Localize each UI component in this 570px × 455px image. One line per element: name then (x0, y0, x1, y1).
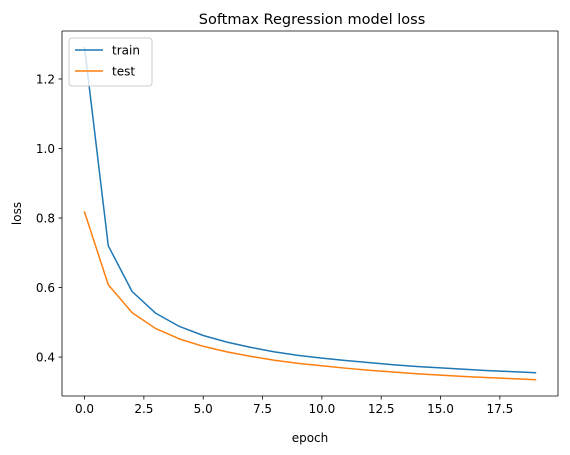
y-tick-label: 1.0 (36, 142, 55, 156)
legend-label-train: train (112, 43, 140, 57)
x-tick-label: 15.0 (427, 402, 454, 416)
legend-label-test: test (112, 64, 135, 78)
plot-background (62, 31, 558, 396)
y-tick-label: 1.2 (36, 72, 55, 86)
x-tick-label: 7.5 (253, 402, 272, 416)
x-axis-title: epoch (292, 431, 329, 445)
x-tick-label: 10.0 (309, 402, 336, 416)
x-tick-label: 17.5 (486, 402, 513, 416)
y-tick-label: 0.6 (36, 281, 55, 295)
series-layer (83, 46, 537, 381)
y-tick-label: 0.4 (36, 350, 55, 364)
y-axis-title: loss (10, 202, 24, 225)
plot-area (61, 30, 559, 397)
x-tick-label: 12.5 (368, 402, 395, 416)
y-tick-label: 0.8 (36, 211, 55, 225)
series-line-train (83, 46, 537, 374)
x-axis-ticks: 0.0 2.5 5.0 7.5 10.0 12.5 15.0 17.5 (75, 396, 513, 416)
x-tick-label: 2.5 (134, 402, 153, 416)
y-axis-ticks: 0.4 0.6 0.8 1.0 1.2 (36, 72, 62, 364)
chart-title: Softmax Regression model loss (199, 12, 426, 28)
x-tick-label: 5.0 (194, 402, 213, 416)
legend: train test (68, 37, 153, 87)
series-line-test (83, 211, 537, 381)
x-tick-label: 0.0 (75, 402, 94, 416)
